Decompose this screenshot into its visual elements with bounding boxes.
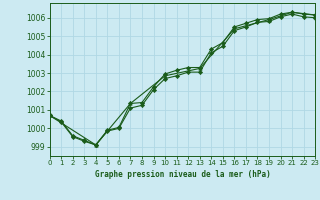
X-axis label: Graphe pression niveau de la mer (hPa): Graphe pression niveau de la mer (hPa) (94, 170, 270, 179)
